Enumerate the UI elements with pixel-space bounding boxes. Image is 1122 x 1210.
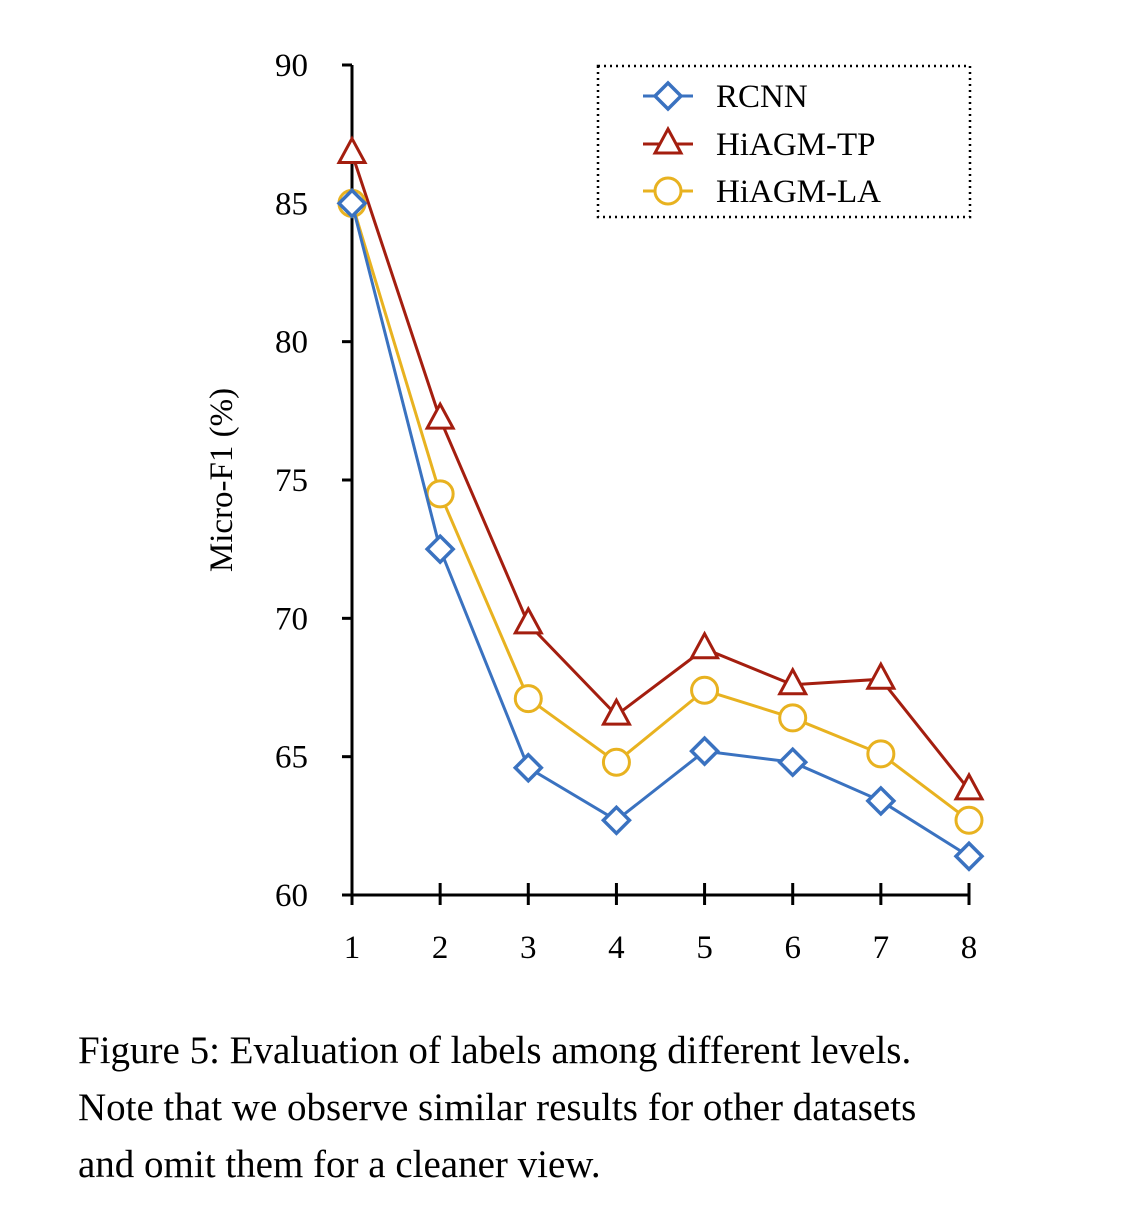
data-point-rcnn — [336, 187, 368, 219]
x-tick-label: 8 — [961, 930, 978, 966]
y-tick-label: 70 — [275, 601, 308, 637]
legend-marker-circle-icon — [653, 176, 683, 206]
data-point-hiagm-tp — [336, 135, 368, 165]
figure-caption: Figure 5: Evaluation of labels among dif… — [78, 1022, 1118, 1193]
x-tick-label: 4 — [608, 930, 625, 966]
data-point-rcnn — [424, 533, 456, 565]
y-axis-ticks: 60 65 70 75 80 85 90 — [275, 48, 352, 914]
legend: RCNN HiAGM-TP HiAGM-LA — [596, 64, 972, 219]
y-tick-label: 85 — [275, 186, 308, 222]
legend-frame — [596, 64, 972, 219]
caption-line-3: and omit them for a cleaner view. — [78, 1143, 601, 1186]
x-axis-ticks: 1 2 3 4 5 6 7 8 — [344, 883, 978, 966]
series-line-rcnn — [350, 202, 970, 858]
data-point-hiagm-tp — [865, 661, 897, 690]
line-chart: 60 65 70 75 80 85 90 1 2 3 4 5 6 7 8 Micro-F1 (%) RCN… — [204, 48, 985, 966]
series-line-hiagm-la — [350, 202, 970, 822]
series-line-hiagm-tp — [350, 153, 971, 791]
caption-line-1: Figure 5: Evaluation of labels among dif… — [78, 1029, 912, 1072]
legend-marker-diamond-icon — [652, 80, 684, 112]
legend-item-hiagm-la: HiAGM-LA — [643, 174, 881, 210]
data-point-hiagm-la — [425, 479, 455, 509]
y-tick-label: 65 — [275, 740, 308, 776]
data-point-hiagm-tp — [689, 630, 721, 660]
series-rcnn — [336, 187, 985, 872]
series-hiagm-tp — [336, 135, 985, 801]
data-point-hiagm-tp — [424, 400, 456, 430]
data-point-hiagm-la — [601, 747, 631, 777]
data-point-hiagm-tp — [777, 666, 809, 696]
legend-label: HiAGM-TP — [716, 127, 876, 163]
data-point-hiagm-la — [778, 703, 808, 733]
caption-line-2: Note that we observe similar results for… — [78, 1086, 917, 1129]
y-axis-label: Micro-F1 (%) — [204, 388, 240, 572]
data-point-hiagm-tp — [953, 771, 985, 801]
x-tick-label: 6 — [784, 930, 801, 966]
data-point-hiagm-tp — [512, 605, 544, 635]
y-tick-label: 90 — [275, 48, 308, 84]
x-tick-label: 1 — [344, 930, 361, 966]
legend-label: HiAGM-LA — [716, 174, 881, 210]
x-tick-label: 7 — [873, 930, 890, 966]
data-point-hiagm-tp — [600, 697, 632, 726]
series — [336, 135, 985, 872]
legend-item-rcnn: RCNN — [643, 79, 808, 115]
data-point-rcnn — [600, 804, 632, 836]
legend-label: RCNN — [716, 79, 808, 115]
legend-item-hiagm-tp: HiAGM-TP — [643, 125, 876, 163]
x-tick-label: 2 — [432, 930, 449, 966]
legend-marker-triangle-icon — [652, 125, 684, 155]
data-point-hiagm-la — [866, 739, 896, 769]
x-tick-label: 3 — [520, 930, 537, 966]
data-point-rcnn — [512, 752, 544, 784]
data-point-rcnn — [689, 735, 721, 767]
data-point-hiagm-la — [690, 675, 720, 705]
series-hiagm-la — [337, 188, 984, 835]
y-tick-label: 60 — [275, 878, 308, 914]
data-point-hiagm-la — [954, 805, 984, 835]
data-point-rcnn — [865, 785, 897, 817]
x-tick-label: 5 — [696, 930, 713, 966]
data-point-rcnn — [953, 840, 985, 872]
y-tick-label: 80 — [275, 325, 308, 361]
data-point-hiagm-la — [513, 684, 543, 714]
data-point-rcnn — [777, 746, 809, 778]
y-tick-label: 75 — [275, 463, 308, 499]
